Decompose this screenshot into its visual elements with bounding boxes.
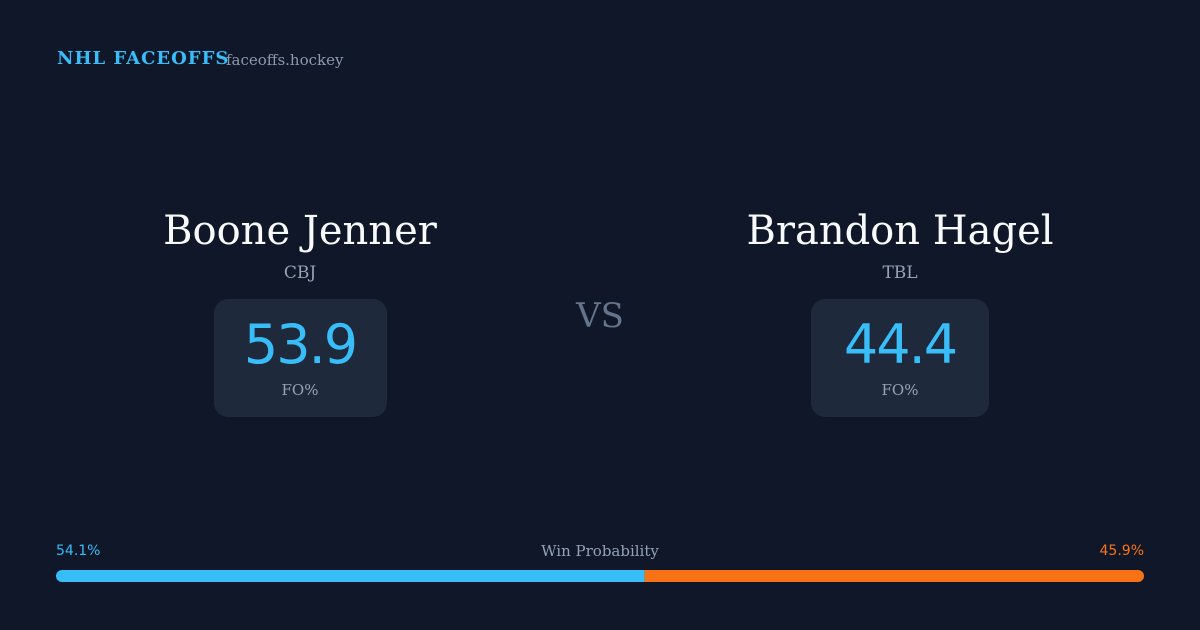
- win-prob-bar: [56, 570, 1144, 582]
- vs: VS: [576, 296, 624, 336]
- win-prob-segment: [56, 570, 645, 582]
- player-left: Boone Jenner CBJ 53.9 FO%: [50, 205, 550, 417]
- fo-value: 44.4: [843, 313, 958, 376]
- player-name: Boone Jenner: [163, 208, 437, 254]
- fo-value: 53.9: [243, 313, 358, 376]
- team: CBJ: [283, 263, 317, 283]
- win-prob-left: 54.1%: [56, 543, 101, 559]
- team: TBL: [882, 263, 918, 283]
- player-name: Brandon Hagel: [746, 208, 1054, 254]
- player-right: Brandon Hagel TBL 44.4 FO%: [650, 205, 1150, 417]
- fo-label: FO%: [281, 381, 319, 399]
- stat-box: 44.4 FO%: [811, 299, 989, 417]
- fo-label: FO%: [881, 381, 919, 399]
- win-prob-segment: [644, 570, 1144, 582]
- win-prob-right: 45.9%: [1099, 543, 1144, 559]
- win-prob-title: Win Probability: [541, 542, 659, 560]
- site-name: faceoffs.hockey: [226, 51, 344, 69]
- stat-box: 53.9 FO%: [213, 299, 387, 417]
- brand-title: NHL FACEOFFS: [57, 48, 230, 69]
